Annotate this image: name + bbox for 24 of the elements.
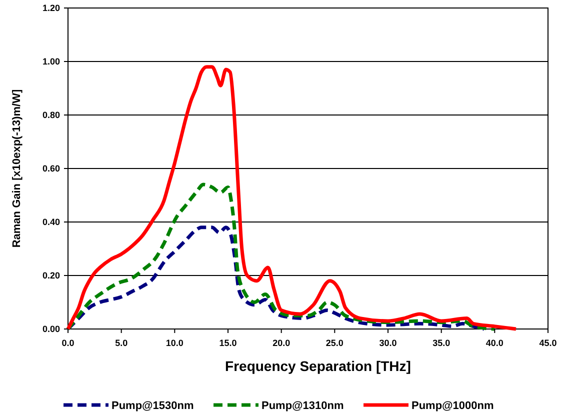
x-tick-label: 10.0	[166, 338, 184, 348]
x-tick-label: 25.0	[326, 338, 344, 348]
y-tick-label: 0.80	[42, 110, 60, 120]
y-axis-title: Raman Gain [x10exp(-13)m/W]	[11, 89, 23, 248]
x-tick-label: 0.0	[62, 338, 74, 348]
x-tick-label: 5.0	[115, 338, 128, 348]
y-tick-label: 0.00	[42, 324, 60, 334]
y-tick-label: 0.20	[42, 270, 60, 281]
legend-label: Pump@1310nm	[262, 400, 344, 412]
y-tick-label: 0.40	[42, 217, 60, 228]
y-tick-label: 0.60	[42, 164, 60, 174]
x-tick-label: 45.0	[539, 338, 557, 348]
line-series	[66, 182, 496, 331]
x-tick-label: 30.0	[379, 338, 397, 348]
y-tick-label: 1.00	[42, 56, 60, 67]
legend-label: Pump@1000nm	[412, 400, 494, 412]
legend-label: Pump@1530nm	[112, 400, 194, 412]
line-series	[66, 65, 518, 331]
x-axis-title: Frequency Separation [THz]	[225, 358, 411, 374]
y-tick-label: 1.20	[42, 3, 60, 14]
x-tick-label: 15.0	[219, 338, 237, 348]
x-tick-label: 40.0	[486, 338, 504, 348]
x-tick-label: 35.0	[432, 338, 450, 348]
x-tick-label: 20.0	[272, 338, 290, 348]
